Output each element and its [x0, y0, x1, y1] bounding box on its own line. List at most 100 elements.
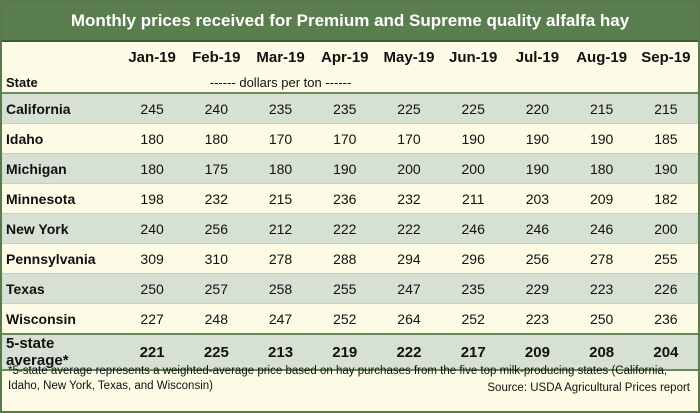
month-header: Mar-19	[248, 42, 313, 72]
price-cell: 185	[633, 123, 698, 154]
chart-title: Monthly prices received for Premium and …	[2, 2, 698, 42]
price-cell: 223	[569, 273, 634, 304]
price-cell: 278	[569, 243, 634, 274]
average-price-cell: 213	[248, 333, 313, 371]
price-cell: 170	[248, 123, 313, 154]
price-cell: 256	[184, 213, 249, 244]
units-label: ------ dollars per ton ------	[120, 72, 442, 94]
table-row: California 245 240 235 235 225 225 220 215 215	[2, 93, 698, 124]
price-cell: 180	[120, 153, 185, 184]
average-price-cell: 208	[569, 333, 634, 371]
table-row: Michigan 180 175 180 190 200 200 190 180 190	[2, 153, 698, 184]
average-price-cell: 209	[505, 333, 570, 371]
price-cell: 250	[569, 303, 634, 334]
price-cell: 236	[633, 303, 698, 334]
price-cell: 288	[312, 243, 377, 274]
units-spacer	[441, 72, 698, 94]
price-cell: 246	[505, 213, 570, 244]
table-row: Minnesota 198 232 215 236 232 211 203 209 182	[2, 183, 698, 214]
month-header: Feb-19	[184, 42, 249, 72]
price-cell: 190	[633, 153, 698, 184]
average-price-cell: 204	[633, 333, 698, 371]
state-name-cell: Michigan	[2, 153, 120, 184]
price-cell: 225	[441, 93, 506, 124]
price-cell: 198	[120, 183, 185, 214]
price-cell: 222	[376, 213, 442, 244]
price-cell: 256	[505, 243, 570, 274]
price-cell: 250	[120, 273, 185, 304]
state-name-cell: Minnesota	[2, 183, 120, 214]
price-cell: 180	[184, 123, 249, 154]
price-cell: 222	[312, 213, 377, 244]
table-row: Wisconsin 227 248 247 252 264 252 223 250 236	[2, 303, 698, 334]
price-cell: 223	[505, 303, 570, 334]
table-row: Idaho 180 180 170 170 170 190 190 190 185	[2, 123, 698, 154]
price-cell: 246	[569, 213, 634, 244]
price-cell: 225	[376, 93, 442, 124]
price-cell: 252	[441, 303, 506, 334]
price-cell: 255	[312, 273, 377, 304]
price-cell: 190	[441, 123, 506, 154]
price-cell: 247	[376, 273, 442, 304]
price-cell: 212	[248, 213, 313, 244]
price-cell: 170	[312, 123, 377, 154]
average-price-cell: 225	[184, 333, 249, 371]
price-cell: 246	[441, 213, 506, 244]
price-cell: 215	[248, 183, 313, 214]
table-row: Texas 250 257 258 255 247 235 229 223 226	[2, 273, 698, 304]
price-cell: 310	[184, 243, 249, 274]
price-cell: 220	[505, 93, 570, 124]
price-cell: 200	[633, 213, 698, 244]
price-cell: 258	[248, 273, 313, 304]
source-note: Source: USDA Agricultural Prices report	[487, 382, 690, 394]
units-row: State ------ dollars per ton ------	[2, 72, 698, 94]
price-cell: 247	[248, 303, 313, 334]
table-row: New York 240 256 212 222 222 246 246 246 200	[2, 213, 698, 244]
average-price-cell: 217	[441, 333, 506, 371]
price-cell: 309	[120, 243, 185, 274]
month-header: Jan-19	[120, 42, 185, 72]
price-cell: 200	[376, 153, 442, 184]
table-row: Pennsylvania 309 310 278 288 294 296 256 278 255	[2, 243, 698, 274]
price-cell: 175	[184, 153, 249, 184]
price-cell: 235	[441, 273, 506, 304]
price-cell: 235	[312, 93, 377, 124]
price-cell: 264	[376, 303, 442, 334]
price-cell: 257	[184, 273, 249, 304]
month-header: May-19	[376, 42, 442, 72]
price-cell: 252	[312, 303, 377, 334]
state-name-cell: Texas	[2, 273, 120, 304]
price-cell: 182	[633, 183, 698, 214]
month-header: Jun-19	[441, 42, 506, 72]
price-cell: 215	[569, 93, 634, 124]
price-cell: 180	[569, 153, 634, 184]
price-cell: 215	[633, 93, 698, 124]
average-price-cell: 219	[312, 333, 377, 371]
price-cell: 232	[376, 183, 442, 214]
average-price-cell: 221	[120, 333, 185, 371]
header-corner	[2, 42, 120, 72]
state-name-cell: Wisconsin	[2, 303, 120, 334]
price-cell: 180	[248, 153, 313, 184]
price-table: Jan-19 Feb-19 Mar-19 Apr-19 May-19 Jun-19 Jul-…	[2, 42, 698, 371]
price-cell: 203	[505, 183, 570, 214]
state-name-cell: California	[2, 93, 120, 124]
price-cell: 240	[120, 213, 185, 244]
price-cell: 294	[376, 243, 442, 274]
table-body: California 245 240 235 235 225 225 220 215 215 Ida…	[2, 93, 698, 334]
price-cell: 190	[312, 153, 377, 184]
price-cell: 180	[120, 123, 185, 154]
month-header: Jul-19	[505, 42, 570, 72]
price-cell: 255	[633, 243, 698, 274]
price-cell: 236	[312, 183, 377, 214]
price-cell: 170	[376, 123, 442, 154]
price-cell: 209	[569, 183, 634, 214]
state-name-cell: Idaho	[2, 123, 120, 154]
price-cell: 232	[184, 183, 249, 214]
price-cell: 227	[120, 303, 185, 334]
price-cell: 211	[441, 183, 506, 214]
price-cell: 226	[633, 273, 698, 304]
state-name-cell: New York	[2, 213, 120, 244]
average-price-cell: 222	[376, 333, 442, 371]
